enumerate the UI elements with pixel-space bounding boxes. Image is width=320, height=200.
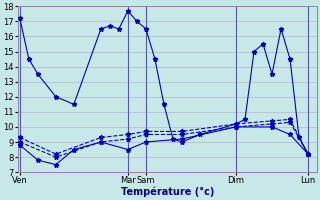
X-axis label: Température (°c): Température (°c) xyxy=(121,187,214,197)
